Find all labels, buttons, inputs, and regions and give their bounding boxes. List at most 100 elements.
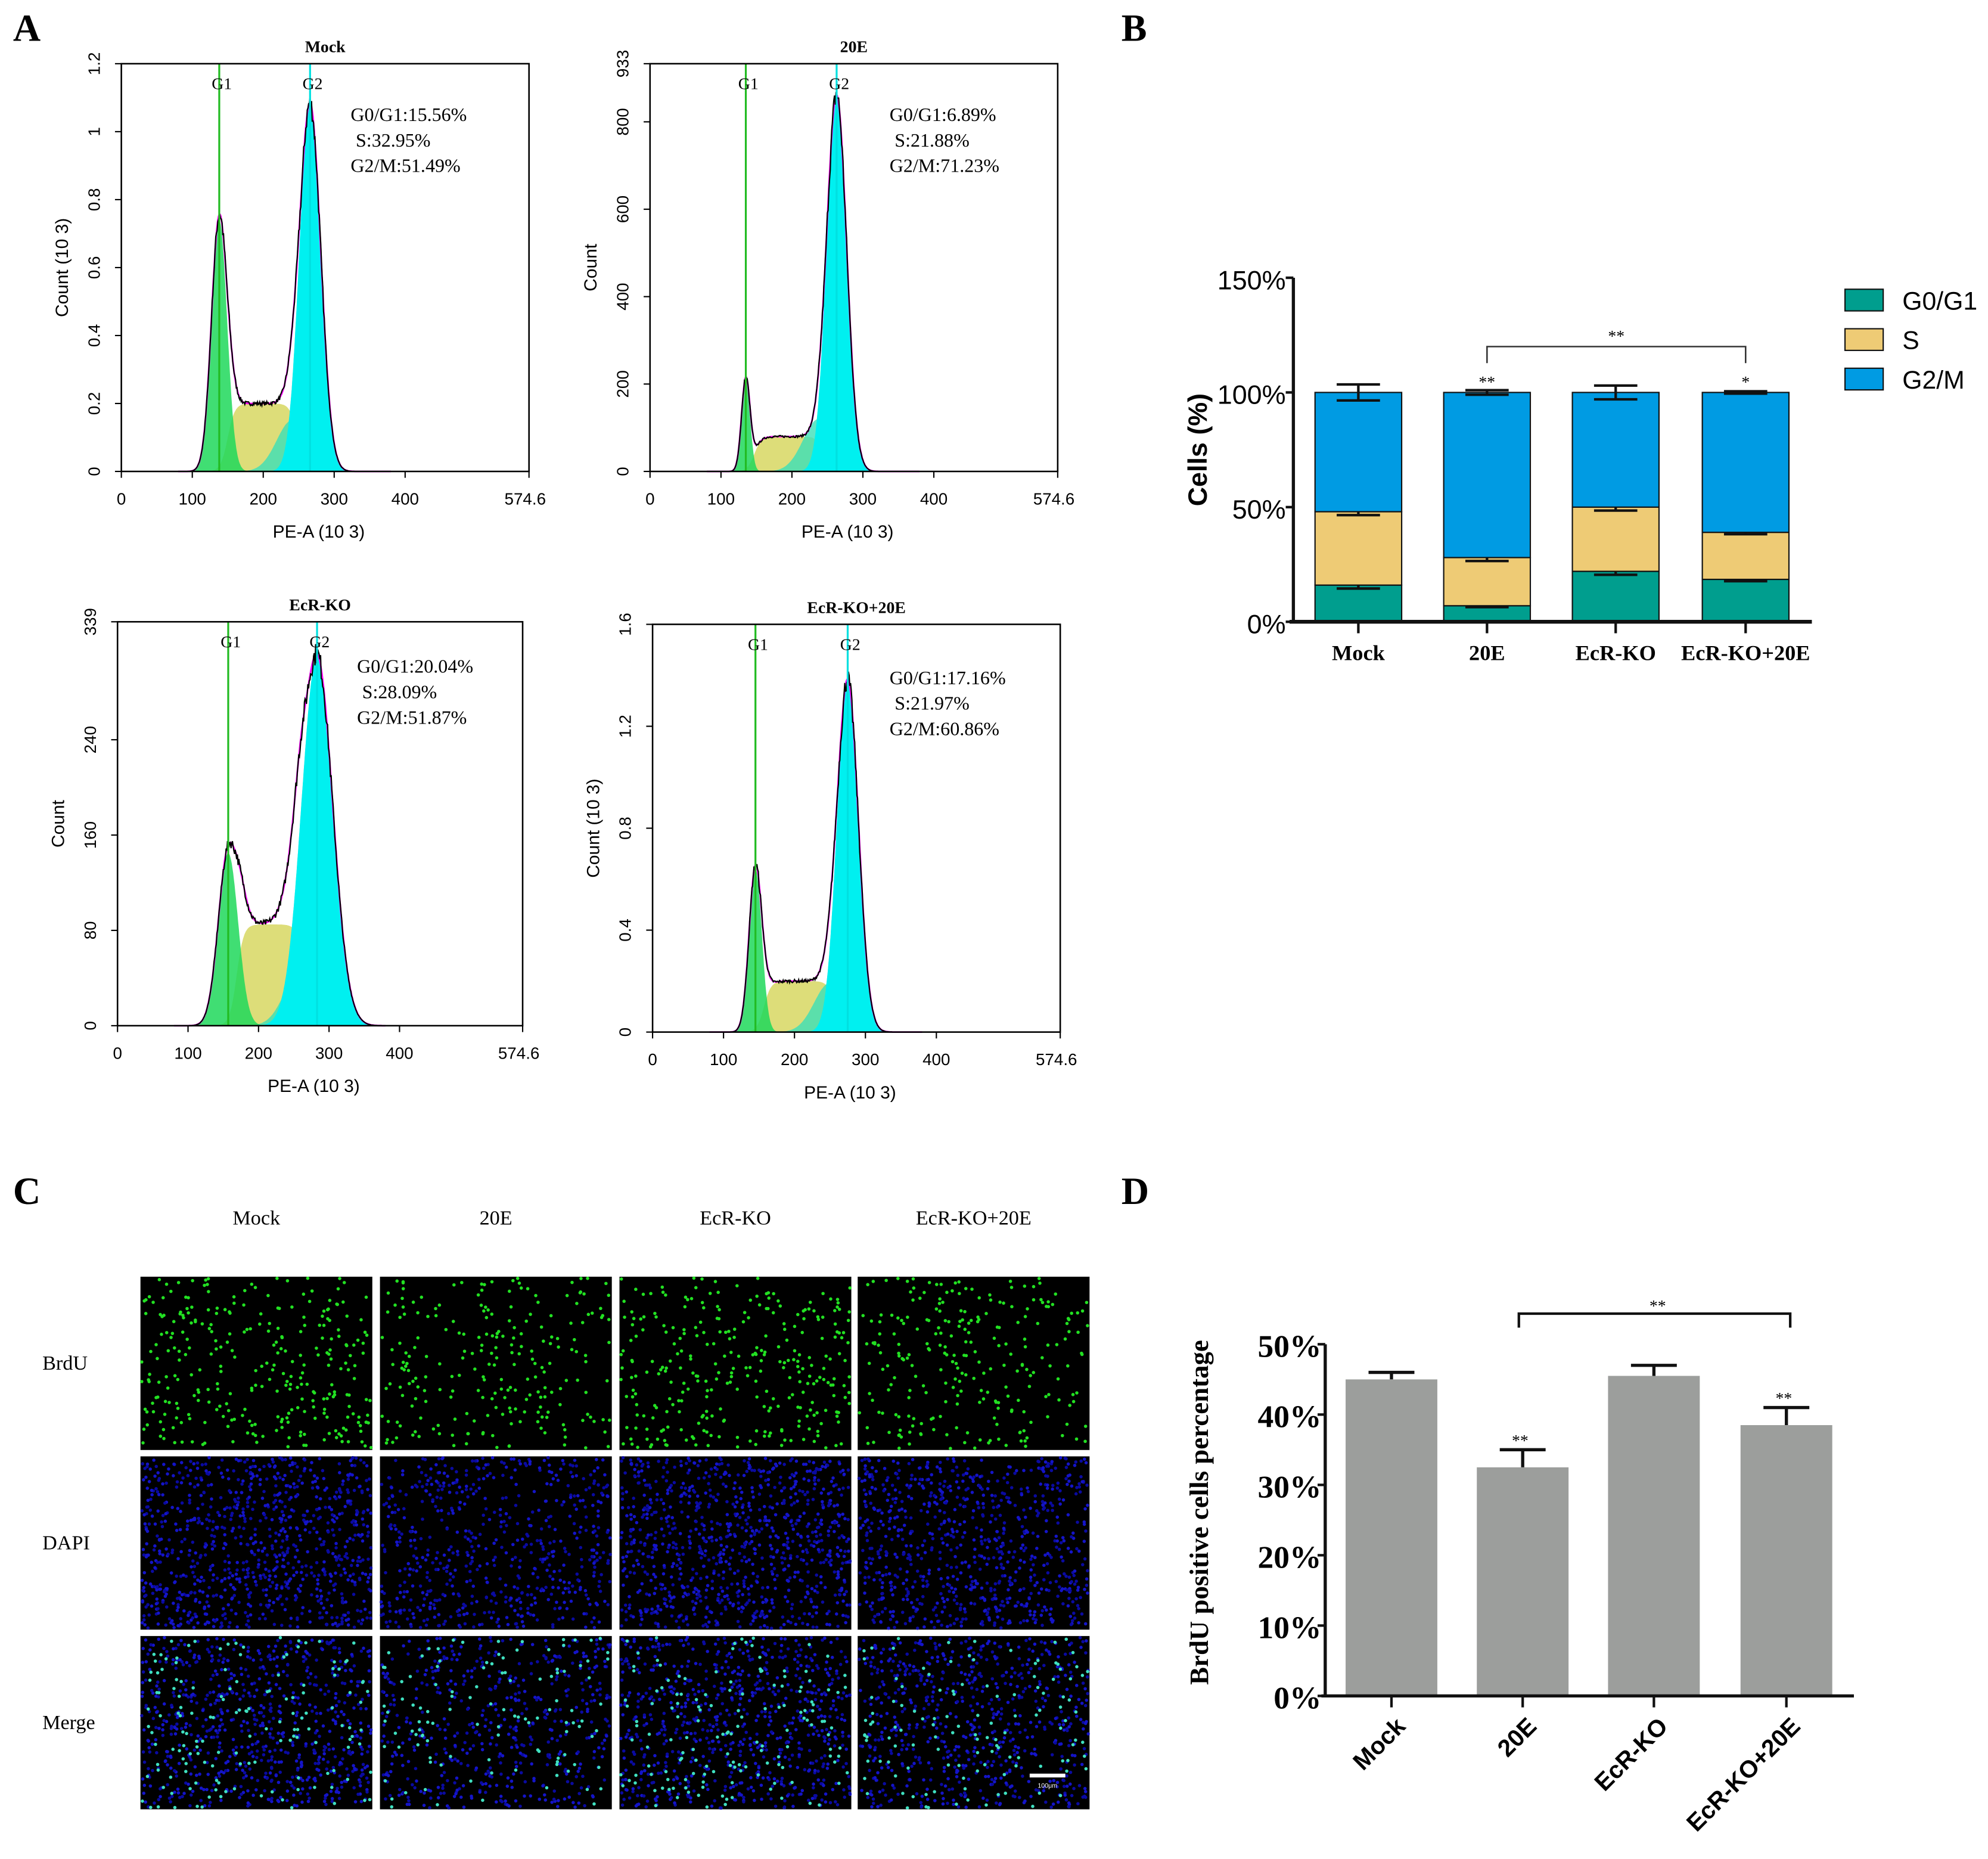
dapi-nucleus xyxy=(835,1803,840,1807)
dapi-nucleus xyxy=(157,1687,161,1691)
dapi-nucleus xyxy=(144,1605,148,1609)
dapi-nucleus xyxy=(436,1796,440,1799)
brdu-nucleus xyxy=(451,1690,454,1694)
dapi-nucleus xyxy=(494,1800,498,1804)
dapi-nucleus xyxy=(471,1584,476,1588)
dapi-nucleus xyxy=(213,1619,217,1623)
dapi-nucleus xyxy=(212,1573,215,1577)
brdu-nucleus xyxy=(495,1445,499,1450)
dapi-nucleus xyxy=(600,1742,604,1745)
dapi-nucleus xyxy=(681,1595,685,1599)
dapi-nucleus xyxy=(465,1579,469,1584)
dapi-nucleus xyxy=(327,1591,331,1595)
brdu-nucleus xyxy=(807,1356,812,1360)
dapi-nucleus xyxy=(837,1523,841,1528)
brdu-nucleus xyxy=(340,1724,344,1727)
dapi-nucleus xyxy=(250,1549,253,1553)
dapi-nucleus xyxy=(328,1579,333,1583)
dapi-nucleus xyxy=(704,1615,708,1619)
dapi-nucleus xyxy=(461,1606,465,1610)
dapi-nucleus xyxy=(291,1691,296,1694)
brdu-nucleus xyxy=(705,1416,709,1420)
dapi-nucleus xyxy=(539,1541,543,1545)
brdu-nucleus xyxy=(200,1322,204,1326)
dapi-nucleus xyxy=(738,1516,742,1519)
dapi-nucleus xyxy=(672,1481,676,1485)
brdu-nucleus xyxy=(397,1745,401,1749)
brdu-nucleus xyxy=(689,1354,692,1358)
dapi-nucleus xyxy=(753,1469,756,1472)
dapi-nucleus xyxy=(507,1732,511,1736)
dapi-nucleus xyxy=(414,1547,418,1550)
brdu-nucleus xyxy=(414,1430,417,1433)
dapi-nucleus xyxy=(389,1702,393,1706)
dapi-nucleus xyxy=(175,1480,179,1484)
dapi-nucleus xyxy=(156,1534,159,1538)
dapi-nucleus xyxy=(746,1601,749,1605)
brdu-nucleus xyxy=(476,1293,480,1297)
dapi-nucleus xyxy=(142,1618,146,1622)
dapi-nucleus xyxy=(654,1544,658,1548)
dapi-nucleus xyxy=(738,1625,742,1629)
dapi-nucleus xyxy=(331,1622,335,1627)
dapi-nucleus xyxy=(362,1461,366,1464)
dapi-nucleus xyxy=(352,1593,356,1596)
dapi-nucleus xyxy=(573,1590,577,1594)
brdu-nucleus xyxy=(424,1399,428,1404)
dapi-nucleus xyxy=(443,1728,447,1732)
dapi-nucleus xyxy=(223,1560,227,1563)
dapi-nucleus xyxy=(340,1736,344,1740)
brdu-nucleus xyxy=(538,1677,542,1681)
dapi-nucleus xyxy=(608,1553,612,1556)
dapi-nucleus xyxy=(188,1649,192,1653)
dapi-nucleus xyxy=(608,1536,612,1540)
brdu-nucleus xyxy=(837,1352,841,1355)
dapi-nucleus xyxy=(510,1476,513,1479)
dapi-nucleus xyxy=(472,1549,476,1553)
dapi-nucleus xyxy=(430,1736,433,1740)
dapi-nucleus xyxy=(256,1548,260,1552)
dapi-nucleus xyxy=(166,1783,170,1787)
dapi-nucleus xyxy=(178,1471,181,1475)
brdu-nucleus xyxy=(503,1671,507,1675)
dapi-nucleus xyxy=(394,1621,398,1624)
dapi-nucleus xyxy=(707,1620,711,1624)
dapi-nucleus xyxy=(246,1614,250,1618)
dapi-nucleus xyxy=(651,1645,655,1649)
x-tick-label: 300 xyxy=(315,1044,343,1062)
dapi-nucleus xyxy=(455,1788,459,1792)
dapi-nucleus xyxy=(465,1751,469,1755)
brdu-nucleus xyxy=(451,1389,455,1393)
dapi-nucleus xyxy=(474,1489,478,1493)
dapi-nucleus xyxy=(779,1626,783,1630)
brdu-nucleus xyxy=(216,1382,219,1386)
dapi-nucleus xyxy=(567,1590,571,1594)
dapi-nucleus xyxy=(442,1717,446,1721)
dapi-nucleus xyxy=(356,1680,359,1684)
brdu-nucleus xyxy=(344,1428,348,1432)
brdu-nucleus xyxy=(300,1371,305,1375)
brdu-nucleus xyxy=(460,1281,464,1284)
brdu-nucleus xyxy=(359,1728,363,1732)
brdu-nucleus xyxy=(497,1652,501,1656)
dapi-nucleus xyxy=(844,1590,849,1594)
brdu-nucleus xyxy=(275,1277,279,1280)
dapi-nucleus xyxy=(462,1602,465,1606)
brdu-nucleus xyxy=(728,1337,732,1340)
dapi-nucleus xyxy=(558,1569,562,1573)
dapi-nucleus xyxy=(274,1760,277,1764)
dapi-nucleus xyxy=(234,1572,238,1576)
dapi-nucleus xyxy=(275,1560,279,1564)
dapi-nucleus xyxy=(644,1610,648,1613)
dapi-nucleus xyxy=(819,1561,823,1565)
dapi-nucleus xyxy=(246,1804,250,1808)
dapi-nucleus xyxy=(709,1494,713,1498)
brdu-nucleus xyxy=(226,1642,230,1646)
dapi-nucleus xyxy=(219,1708,223,1712)
dapi-nucleus xyxy=(330,1604,334,1607)
brdu-nucleus xyxy=(391,1441,395,1444)
dapi-nucleus xyxy=(296,1616,299,1620)
brdu-nucleus xyxy=(290,1305,294,1309)
dapi-nucleus xyxy=(740,1610,744,1613)
dapi-nucleus xyxy=(424,1623,428,1627)
